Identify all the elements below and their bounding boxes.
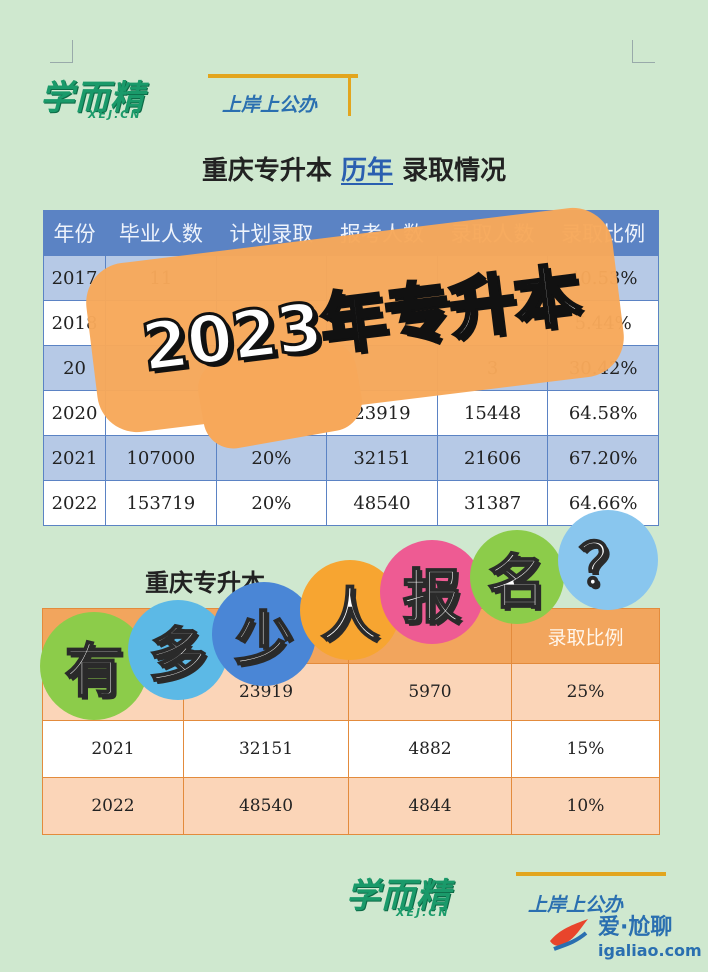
table-cell: 153719 bbox=[105, 480, 217, 526]
crop-mark-top-right bbox=[632, 40, 655, 63]
watermark-bird-icon bbox=[550, 919, 588, 951]
table-cell: 20% bbox=[215, 480, 328, 526]
table-cell: 2020 bbox=[42, 390, 107, 436]
crop-mark-top-left bbox=[50, 40, 73, 63]
table-cell: 48540 bbox=[326, 480, 438, 526]
footer-slogan: 上岸上公办 bbox=[528, 894, 624, 916]
table-cell: 31387 bbox=[436, 480, 549, 526]
footer-grad-cap-line bbox=[516, 872, 666, 876]
column-header: 毕业人数 bbox=[105, 210, 217, 256]
bubble-bao: 报 bbox=[380, 540, 484, 644]
site-watermark: 爱·尬聊 igaliao.com bbox=[540, 905, 705, 965]
table1-title-suffix: 录取情况 bbox=[402, 156, 507, 186]
brand-domain: XEJ.CN bbox=[88, 108, 142, 121]
grad-cap-tassel bbox=[348, 76, 351, 116]
bubble-ming: 名 bbox=[470, 530, 564, 624]
table-cell: 15% bbox=[511, 720, 660, 778]
table-cell: 5970 bbox=[348, 663, 512, 721]
bubble-shao: 少 bbox=[212, 582, 316, 686]
table1-title: 重庆专升本 历年 录取情况 bbox=[0, 150, 708, 187]
table-cell: 4882 bbox=[348, 720, 512, 778]
table1-title-highlight: 历年 bbox=[340, 156, 393, 186]
table-row: 2021 107000 20% 32151 21606 67.20% bbox=[42, 435, 659, 481]
grad-cap-line bbox=[208, 74, 358, 78]
brand-logo-text: 学而精 bbox=[40, 78, 145, 118]
table-cell: 2021 bbox=[42, 720, 184, 778]
table-cell: 32151 bbox=[183, 720, 349, 778]
table-row: 2021 32151 4882 15% bbox=[42, 720, 660, 778]
bubble-question: ？ bbox=[558, 510, 658, 610]
watermark-site-name: 爱·尬聊 bbox=[598, 915, 673, 940]
table-cell: 67.20% bbox=[547, 435, 659, 481]
table-cell: 32151 bbox=[326, 435, 438, 481]
table-cell: 25% bbox=[511, 663, 660, 721]
table-cell: 48540 bbox=[183, 777, 349, 835]
table-cell: 10% bbox=[511, 777, 660, 835]
column-header: 年份 bbox=[42, 210, 107, 256]
table-cell: 107000 bbox=[105, 435, 217, 481]
table-cell: 21606 bbox=[436, 435, 549, 481]
table-row: 2022 48540 4844 10% bbox=[42, 777, 660, 835]
table-cell: 2022 bbox=[42, 480, 107, 526]
table-cell: 15448 bbox=[436, 390, 549, 436]
table-cell: 2022 bbox=[42, 777, 184, 835]
footer-brand-domain: XEJ.CN bbox=[396, 906, 450, 919]
table-cell: 4844 bbox=[348, 777, 512, 835]
table-cell: 2021 bbox=[42, 435, 107, 481]
table1-title-prefix: 重庆专升本 bbox=[201, 156, 332, 186]
slogan: 上岸上公办 bbox=[222, 94, 318, 116]
table-cell: 64.58% bbox=[547, 390, 659, 436]
footer-brand-logo-text: 学而精 bbox=[346, 876, 451, 916]
watermark-site-url: igaliao.com bbox=[598, 941, 702, 960]
table-row: 2022 153719 20% 48540 31387 64.66% bbox=[42, 480, 659, 526]
bubble-duo: 多 bbox=[128, 600, 228, 700]
